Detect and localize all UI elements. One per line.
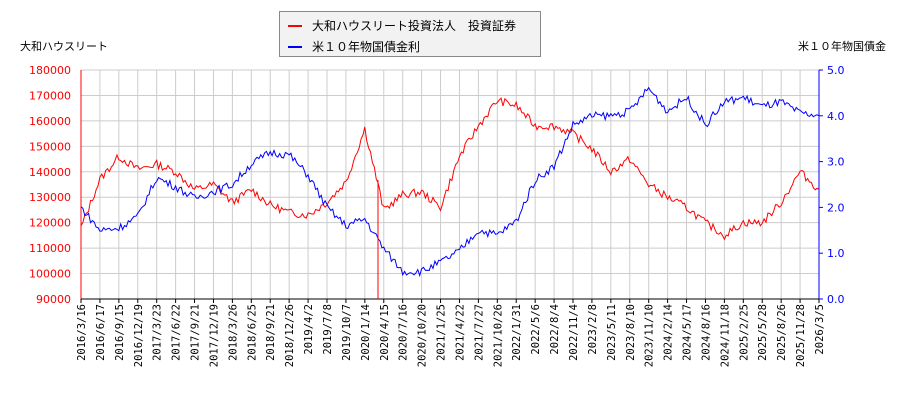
- x-tick-label: 2021/7/27: [473, 304, 485, 361]
- left-tick-label: 130000: [29, 191, 71, 204]
- right-tick-label: 4.0: [827, 110, 845, 123]
- series-line-1: [80, 86, 820, 278]
- right-tick-label: 1.0: [827, 247, 845, 260]
- left-tick-label: 140000: [29, 166, 71, 179]
- right-tick-label: 2.0: [827, 201, 845, 214]
- x-tick-label: 2020/10/20: [417, 304, 429, 367]
- x-tick-label: 2025/5/28: [757, 304, 769, 361]
- left-tick-label: 110000: [29, 242, 71, 255]
- legend-label: 大和ハウスリート投資法人 投資証券: [312, 19, 517, 33]
- x-tick-label: 2018/12/26: [284, 304, 296, 367]
- x-tick-label: 2021/1/25: [436, 304, 448, 361]
- x-tick-label: 2016/9/15: [114, 304, 126, 361]
- series-line-0: [80, 97, 820, 241]
- x-tick-label: 2019/7/8: [322, 304, 334, 355]
- x-tick-label: 2022/8/4: [549, 304, 561, 355]
- x-tick-label: 2018/9/21: [265, 304, 277, 361]
- x-tick-label: 2023/8/10: [625, 304, 637, 361]
- x-tick-label: 2020/4/15: [379, 304, 391, 361]
- x-tick-label: 2022/5/6: [530, 304, 542, 355]
- x-tick-label: 2016/3/16: [76, 304, 88, 361]
- x-tick-label: 2020/1/14: [360, 304, 372, 361]
- x-tick-label: 2023/11/10: [644, 304, 656, 367]
- x-tick-label: 2017/6/22: [171, 304, 183, 361]
- left-tick-label: 170000: [29, 89, 71, 102]
- left-tick-label: 180000: [29, 64, 71, 77]
- plot-area: [81, 70, 819, 299]
- x-tick-label: 2019/4/2: [303, 304, 315, 355]
- x-tick-label: 2021/10/26: [492, 304, 504, 367]
- right-tick-label: 5.0: [827, 64, 845, 77]
- x-tick-label: 2025/8/26: [776, 304, 788, 361]
- x-tick-label: 2023/5/11: [606, 304, 618, 361]
- x-tick-label: 2022/11/4: [568, 304, 580, 361]
- x-tick-label: 2024/8/16: [700, 304, 712, 361]
- x-tick-label: 2022/1/31: [511, 304, 523, 361]
- x-tick-label: 2017/3/23: [152, 304, 164, 361]
- left-tick-label: 120000: [29, 217, 71, 230]
- legend-item-bond: 米１０年物国債金利: [288, 38, 420, 55]
- x-tick-label: 2023/2/8: [587, 304, 599, 355]
- x-tick-label: 2017/9/21: [190, 304, 202, 361]
- legend-item-reit: 大和ハウスリート投資法人 投資証券: [288, 17, 516, 34]
- x-tick-label: 2020/7/16: [398, 304, 410, 361]
- right-tick-label: 0.0: [827, 293, 845, 306]
- x-tick-label: 2025/2/25: [738, 304, 750, 361]
- x-tick-label: 2021/4/22: [454, 304, 466, 361]
- left-tick-label: 90000: [36, 293, 71, 306]
- left-tick-label: 150000: [29, 140, 71, 153]
- x-tick-label: 2016/6/17: [95, 304, 107, 361]
- left-tick-label: 100000: [29, 268, 71, 281]
- legend-label: 米１０年物国債金利: [312, 40, 421, 54]
- x-tick-label: 2024/5/17: [682, 304, 694, 361]
- x-tick-label: 2018/3/26: [227, 304, 239, 361]
- left-tick-label: 160000: [29, 115, 71, 128]
- left-axis-label: 大和ハウスリート: [20, 40, 108, 53]
- x-tick-label: 2025/11/28: [795, 304, 807, 367]
- right-tick-label: 3.0: [827, 156, 845, 169]
- x-tick-label: 2024/11/18: [719, 304, 731, 367]
- legend: 大和ハウスリート投資法人 投資証券 米１０年物国債金利: [279, 11, 541, 57]
- x-tick-label: 2024/2/14: [663, 304, 675, 361]
- x-tick-label: 2019/10/7: [341, 304, 353, 361]
- legend-swatch-blue: [288, 45, 302, 48]
- x-tick-label: 2017/12/19: [208, 304, 220, 367]
- x-tick-label: 2026/3/5: [814, 304, 826, 355]
- x-tick-label: 2018/6/25: [246, 304, 258, 361]
- legend-swatch-red: [288, 24, 302, 27]
- right-axis-label: 米１０年物国債金: [798, 40, 886, 53]
- x-tick-label: 2016/12/19: [133, 304, 145, 367]
